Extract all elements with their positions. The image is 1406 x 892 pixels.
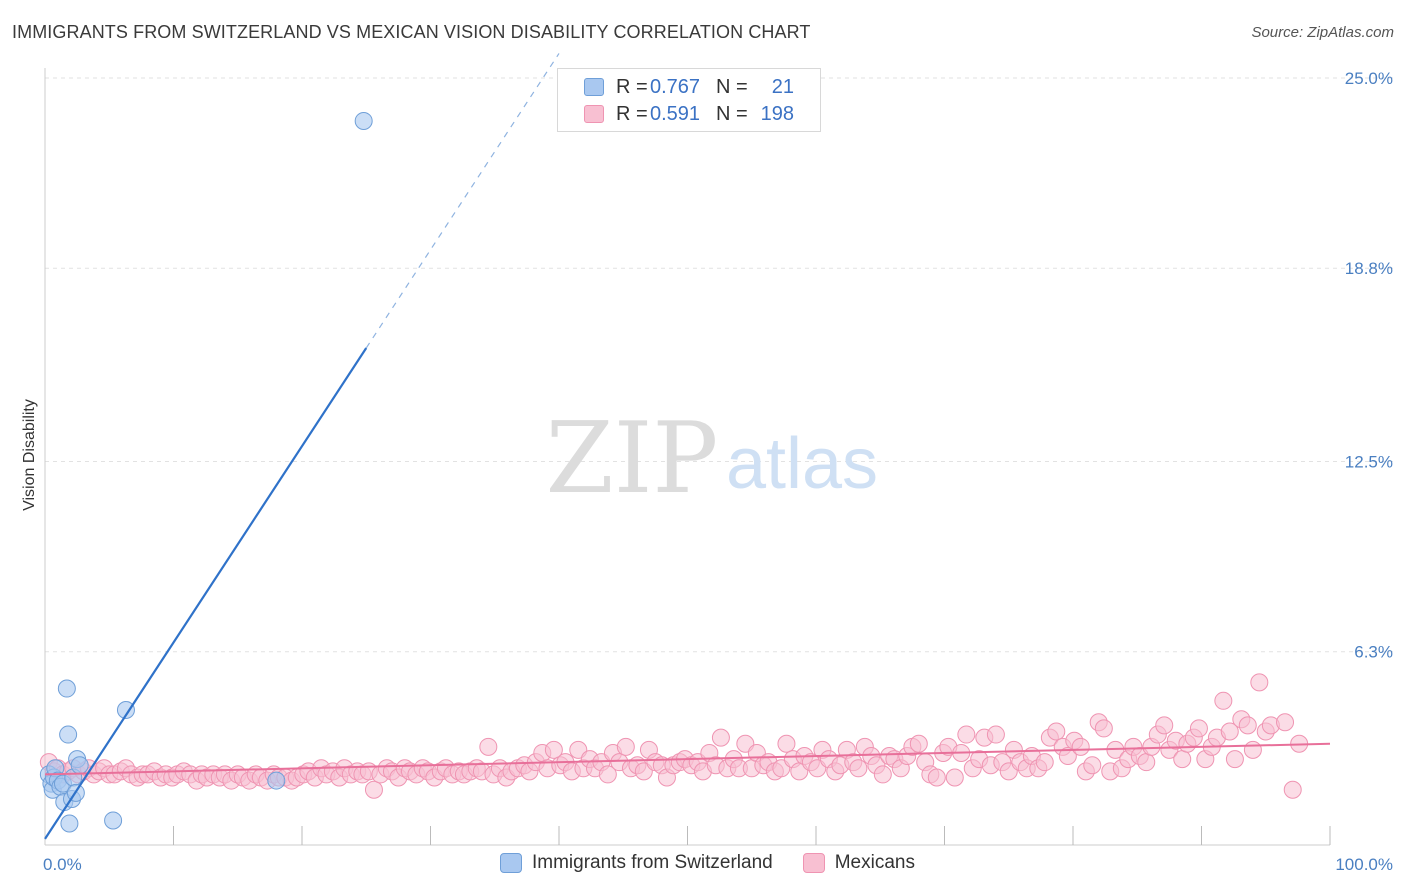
legend-row-mexicans: R = 0.591 N = 198 [584,101,794,127]
mexicans-point [1225,750,1244,769]
y-tick-label: 25.0% [1345,69,1393,88]
mexicans-trend-line [44,742,1331,776]
mexicans-point [1220,722,1239,741]
mexicans-point [1283,780,1302,799]
mexicans-point [927,768,946,787]
legend-swatch-swiss [500,853,522,873]
mexicans-point [1243,740,1262,759]
mexicans-point [873,765,892,784]
legend-n-label: N = [716,102,748,125]
x-tick-label: 0.0% [43,855,82,874]
mexicans-point [1035,753,1054,772]
swiss-point [116,701,135,720]
mexicans-point [1094,719,1113,738]
swiss-point [267,771,286,790]
legend-n-value: 21 [771,75,794,98]
tick-labels: 6.3% 12.5% 18.8% 25.0% 0.0% 100.0% [43,69,1393,874]
mexicans-point [1276,713,1295,732]
y-tick-label: 18.8% [1345,259,1393,278]
swiss-point [57,679,76,698]
mexicans-point [957,725,976,744]
mexicans-point [544,740,563,759]
legend-n-value: 198 [760,102,794,125]
legend-item-swiss[interactable]: Immigrants from Switzerland [500,852,773,874]
swiss-trend-extension [365,53,560,349]
mexicans-point [1238,716,1257,735]
mexicans-point [1155,716,1174,735]
y-tick-label: 12.5% [1345,453,1393,472]
swiss-point [354,111,373,130]
watermark-zip: ZIP [546,402,719,516]
mexicans-point [711,728,730,747]
swiss-trend-line [44,347,368,840]
legend-label-swiss: Immigrants from Switzerland [532,852,773,873]
chart-title: IMMIGRANTS FROM SWITZERLAND VS MEXICAN V… [12,22,811,42]
legend-r-label: R = [616,75,648,98]
swiss-point [104,811,123,830]
y-tick-label: 6.3% [1354,643,1393,662]
trend-lines [44,53,1331,840]
y-axis-label: Vision Disability [21,399,38,511]
mexicans-point [1214,691,1233,710]
mexicans-series [39,673,1309,799]
series-legend: Immigrants from Switzerland Mexicans [500,852,945,874]
mexicans-point [849,759,868,778]
legend-r-label: R = [616,102,648,125]
legend-item-mexicans[interactable]: Mexicans [802,852,915,874]
legend-n-label: N = [716,75,748,98]
mexicans-point [1083,756,1102,775]
mexicans-point [986,725,1005,744]
x-tick-label: 100.0% [1335,855,1393,874]
mexicans-point [364,780,383,799]
legend-swatch-mexicans [802,853,825,873]
mexicans-point [479,737,498,756]
mexicans-point [1189,719,1208,738]
legend-label-mexicans: Mexicans [834,852,915,873]
mexicans-point [1071,737,1090,756]
mexicans-point [909,734,928,753]
mexicans-point [1137,753,1156,772]
swiss-series [39,111,373,833]
stats-legend: R = 0.767 N = 21 R = 0.591 N = 198 [557,68,821,132]
axes [44,68,1331,846]
mexicans-point [1058,747,1077,766]
legend-r-value: 0.591 [650,102,701,125]
legend-row-swiss: R = 0.767 N = 21 [584,74,794,100]
mexicans-point [1173,750,1192,769]
mexicans-point [598,765,617,784]
mexicans-point [616,737,635,756]
legend-swatch-mexicans [584,105,604,123]
mexicans-point [1047,722,1066,741]
mexicans-point [777,734,796,753]
watermark-atlas: atlas [726,424,878,504]
swiss-point [70,756,89,775]
swiss-point [60,814,79,833]
mexicans-point [945,768,964,787]
legend-r-value: 0.767 [650,75,701,98]
source-label: Source: ZipAtlas.com [1251,24,1394,41]
swiss-point [59,725,78,744]
grid [45,77,1395,653]
mexicans-point [1250,673,1269,692]
legend-swatch-swiss [584,78,604,96]
